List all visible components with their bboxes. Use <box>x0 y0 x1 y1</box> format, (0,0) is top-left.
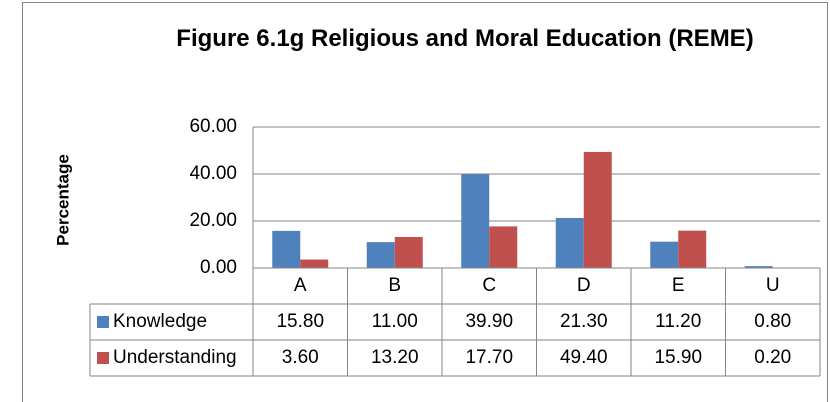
bar <box>366 242 395 268</box>
table-value: 17.70 <box>465 347 513 368</box>
chart-border <box>22 2 828 402</box>
table-value: 0.20 <box>754 347 791 368</box>
x-tick-label: D <box>577 275 591 296</box>
x-tick-label: U <box>766 275 780 296</box>
table-value: 15.90 <box>654 347 702 368</box>
bar <box>555 217 584 268</box>
bar <box>650 241 679 268</box>
x-tick-label: E <box>672 275 685 296</box>
bar <box>394 236 423 268</box>
x-tick-label: A <box>294 275 307 296</box>
bar <box>744 266 773 268</box>
table-value: 49.40 <box>560 347 608 368</box>
table-value: 11.00 <box>372 311 418 332</box>
legend-swatch <box>97 352 109 364</box>
bar <box>272 230 301 268</box>
legend-swatch <box>97 316 109 328</box>
table-value: 15.80 <box>276 311 324 332</box>
table-value: 11.20 <box>655 311 701 332</box>
x-tick-label: B <box>388 275 401 296</box>
table-value: 13.20 <box>371 347 419 368</box>
table-value: 0.80 <box>754 311 791 332</box>
chart-title: Figure 6.1g Religious and Moral Educatio… <box>176 25 754 52</box>
bar <box>489 226 518 268</box>
table-value: 39.90 <box>465 311 513 332</box>
bar <box>583 151 612 268</box>
y-tick-label: 0.00 <box>200 257 237 278</box>
bar <box>678 230 707 268</box>
y-tick-label: 60.00 <box>189 116 237 137</box>
bar <box>461 174 490 268</box>
y-axis-label: Percentage <box>53 154 72 246</box>
table-value: 21.30 <box>560 311 608 332</box>
x-tick-label: C <box>482 275 496 296</box>
bar <box>300 259 329 268</box>
legend-label: Knowledge <box>113 311 207 332</box>
y-tick-label: 40.00 <box>189 163 237 184</box>
legend-label: Understanding <box>113 347 237 368</box>
table-value: 3.60 <box>282 347 319 368</box>
y-tick-label: 20.00 <box>189 210 237 231</box>
